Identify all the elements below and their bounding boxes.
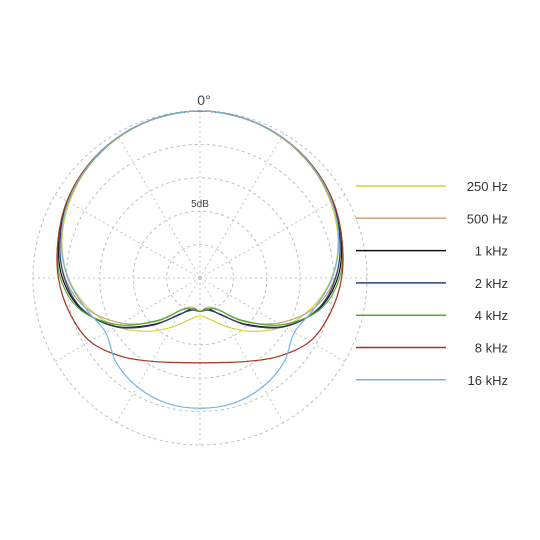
grid-spoke bbox=[116, 277, 201, 423]
grid-spoke bbox=[199, 133, 284, 279]
polar-grid bbox=[32, 110, 368, 446]
grid-ring bbox=[65, 143, 335, 413]
legend-label-16khz: 16 kHz bbox=[468, 373, 508, 388]
grid-spoke bbox=[199, 194, 345, 279]
grid-spoke bbox=[199, 277, 345, 362]
legend-item-500hz: 500 Hz bbox=[356, 211, 508, 226]
legend-item-8khz: 8 kHz bbox=[356, 341, 508, 356]
legend-label-8khz: 8 kHz bbox=[475, 341, 508, 356]
ring-label-5db: 5dB bbox=[191, 199, 209, 210]
legend-item-250hz: 250 Hz bbox=[356, 179, 508, 194]
legend-item-4khz: 4 kHz bbox=[356, 308, 508, 323]
legend-item-16khz: 16 kHz bbox=[356, 373, 508, 388]
grid-spoke bbox=[55, 194, 201, 279]
series-curve-250hz bbox=[61, 110, 339, 332]
polar-series bbox=[56, 110, 344, 409]
legend-item-1khz: 1 kHz bbox=[356, 244, 508, 259]
legend-label-4khz: 4 kHz bbox=[475, 308, 508, 323]
grid-spoke bbox=[199, 277, 284, 423]
legend-label-1khz: 1 kHz bbox=[475, 244, 508, 259]
legend-label-2khz: 2 kHz bbox=[475, 276, 508, 291]
grid-spoke bbox=[116, 133, 201, 279]
legend-item-2khz: 2 kHz bbox=[356, 276, 508, 291]
legend-label-500hz: 500 Hz bbox=[467, 211, 508, 226]
legend-label-250hz: 250 Hz bbox=[467, 179, 508, 194]
angle-label-0deg: 0° bbox=[197, 92, 210, 108]
series-curve-8khz bbox=[56, 110, 344, 364]
series-curve-16khz bbox=[60, 110, 340, 409]
series-curve-2khz bbox=[59, 110, 341, 329]
grid-spoke bbox=[55, 277, 201, 362]
grid-ring bbox=[166, 244, 234, 312]
legend: 250 Hz 500 Hz 1 kHz 2 kHz 4 kHz 8 kHz 16 kHz bbox=[356, 179, 508, 388]
